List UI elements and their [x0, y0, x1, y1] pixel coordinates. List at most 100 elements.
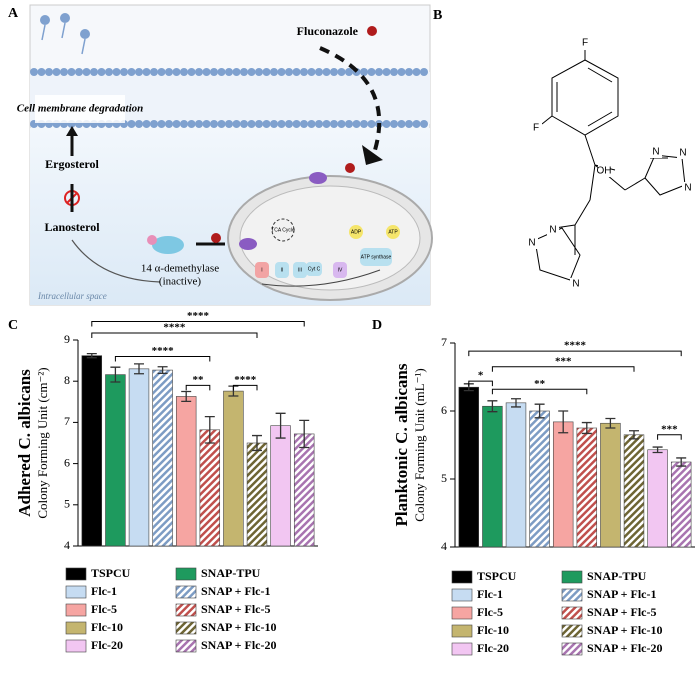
bar: [600, 422, 621, 548]
synthase-icon: [360, 248, 392, 266]
lipid-head: [135, 120, 143, 128]
lipid-head: [412, 120, 421, 128]
lipid-head: [135, 68, 143, 76]
lipid-head: [390, 120, 398, 128]
lipid-head: [195, 68, 203, 76]
lipid-head: [172, 120, 181, 128]
lipid-head: [127, 68, 136, 76]
lipid-head: [150, 120, 158, 128]
lipid-head: [300, 68, 308, 76]
legend-label: SNAP + Flc-1: [587, 587, 657, 601]
legend-swatch: [175, 567, 197, 581]
y-axis-subtitle: Colony Forming Unit (mL⁻¹): [412, 368, 427, 521]
legend-swatch: [451, 624, 473, 638]
atom-label: N: [684, 183, 691, 194]
legend-label: SNAP-TPU: [201, 566, 261, 580]
y-axis-title: Adhered C. albicans: [15, 369, 34, 517]
atom-label: N: [572, 279, 579, 290]
error-bar: [110, 366, 121, 383]
lipid-head: [172, 68, 181, 76]
panel-label: B: [433, 8, 442, 23]
significance-label: ****: [163, 322, 186, 334]
lipid-head: [315, 120, 323, 128]
atp-icon: [386, 225, 400, 239]
ergosterol-label: Ergosterol: [45, 157, 99, 171]
legend-label: SNAP + Flc-20: [587, 641, 663, 655]
legend-label: SNAP + Flc-5: [201, 602, 271, 616]
y-tick-label: 5: [64, 497, 70, 511]
lipid-head: [165, 68, 173, 76]
lipid-head: [127, 120, 136, 128]
complex-icon: [293, 262, 307, 278]
fluconazole-icon: [211, 233, 221, 243]
significance-bracket: [491, 388, 588, 395]
legend-swatch: [175, 603, 197, 617]
enzyme-icon: [152, 236, 184, 254]
lipid-head: [412, 68, 421, 76]
enzyme-label: (inactive): [159, 276, 201, 288]
lipid-head: [165, 120, 173, 128]
lipid-head: [120, 68, 128, 76]
error-bar: [581, 421, 592, 435]
error-bar: [275, 412, 286, 439]
y-tick-label: 7: [64, 414, 70, 428]
bar: [223, 390, 244, 547]
lipid-head: [292, 68, 301, 76]
adp-label: ADP: [351, 229, 362, 235]
significance-label: *: [478, 370, 484, 382]
lipid: [40, 15, 50, 25]
lipid-head: [112, 68, 121, 76]
bar: [623, 434, 645, 548]
legend-swatch: [451, 606, 473, 620]
complex-label: IV: [338, 267, 343, 273]
error-bar: [629, 430, 639, 440]
legend-swatch: [175, 585, 197, 599]
legend-swatch: [561, 642, 583, 656]
bar: [670, 461, 692, 548]
complex-label: I: [261, 267, 262, 273]
benzene-ring: [551, 59, 619, 136]
lipid-head: [97, 68, 106, 76]
y-tick-label: 9: [64, 332, 70, 346]
lipid-head: [202, 120, 211, 128]
significance-bracket: [114, 355, 211, 362]
lipid-head: [375, 68, 383, 76]
lipid-head: [67, 68, 76, 76]
lipid-head: [337, 120, 346, 128]
lipid: [60, 13, 70, 23]
legend-swatch: [65, 621, 87, 635]
legend-swatch: [65, 639, 87, 653]
lipid-head: [345, 120, 353, 128]
bar: [647, 449, 668, 548]
adp-icon: [349, 225, 363, 239]
lipid-head: [285, 68, 293, 76]
space-label: Intracellular space: [37, 291, 107, 301]
complex-label: III: [298, 267, 302, 273]
lipid-head: [225, 120, 233, 128]
legend-swatch: [451, 642, 473, 656]
lipid-head: [157, 120, 166, 128]
lipid-head: [360, 68, 368, 76]
bar: [152, 369, 173, 547]
lipid-head: [420, 120, 428, 128]
protein-icon: [309, 172, 327, 184]
significance-label: ***: [661, 423, 678, 435]
lipid-head: [382, 120, 391, 128]
lipid-head: [292, 120, 301, 128]
atom-bg: [526, 237, 538, 249]
legend-label: Flc-1: [477, 587, 503, 601]
lipid-head: [307, 120, 316, 128]
significance-bracket: [468, 350, 682, 357]
bar: [199, 429, 221, 547]
bar: [505, 402, 527, 548]
significance-bracket: [91, 320, 305, 327]
legend-swatch: [561, 606, 583, 620]
lipid-head: [142, 120, 151, 128]
y-tick-label: 8: [64, 373, 70, 387]
lipid-head: [240, 120, 248, 128]
legend-swatch: [561, 624, 583, 638]
lipid-head: [360, 120, 368, 128]
atom-label: N: [652, 147, 659, 158]
lipid-head: [240, 68, 248, 76]
